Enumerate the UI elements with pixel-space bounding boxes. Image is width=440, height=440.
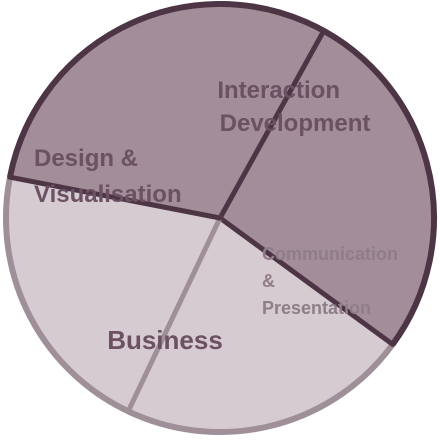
pie-dividers xyxy=(7,28,396,414)
label-line: Design & xyxy=(34,145,138,172)
divider-line xyxy=(125,215,223,414)
pie-slices xyxy=(5,3,435,432)
rim-light xyxy=(3,176,396,435)
rim-dark xyxy=(6,1,437,347)
pie-labels: Interaction Development Communication & … xyxy=(34,77,403,355)
label-line: Communication xyxy=(262,244,398,264)
pie-slice xyxy=(5,177,220,412)
pie-slice xyxy=(220,30,435,345)
divider-line xyxy=(217,28,327,221)
divider-line xyxy=(217,215,396,347)
slice-label-business: Business xyxy=(107,325,223,355)
slice-label-design-visualisation: Design & Visualisation xyxy=(34,145,182,208)
pie-slice xyxy=(9,3,324,218)
pie-slice xyxy=(128,218,393,432)
label-line: Presentation xyxy=(262,298,371,318)
label-line: Interaction xyxy=(217,77,340,104)
slice-label-interaction-development: Interaction Development xyxy=(217,77,370,137)
label-line: Development xyxy=(220,110,371,137)
slice-label-communication-presentation: Communication & Presentation xyxy=(262,244,403,318)
pie-rim xyxy=(3,1,437,435)
label-line: & xyxy=(262,271,275,291)
label-line: Visualisation xyxy=(34,181,182,208)
divider-line xyxy=(7,174,223,221)
